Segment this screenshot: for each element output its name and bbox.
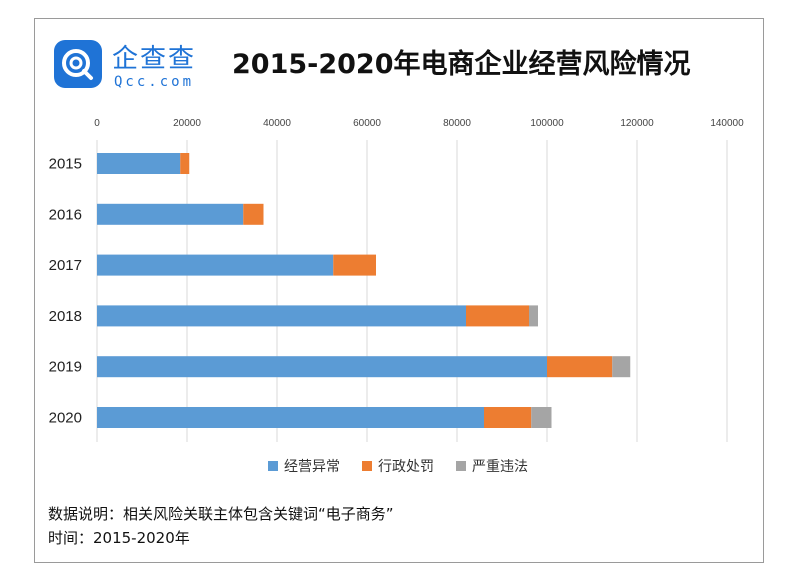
bar-2018-series-1 (466, 305, 529, 327)
qcc-logo: 企查查 Qcc.com (54, 38, 204, 98)
legend-label-1: 行政处罚 (378, 459, 434, 475)
x-tick-label-5: 100000 (530, 118, 564, 129)
y-tick-label-2020: 2020 (49, 410, 82, 427)
bar-2018-series-2 (529, 305, 538, 327)
y-tick-label-2019: 2019 (49, 359, 82, 376)
bar-2020-series-0 (97, 407, 484, 428)
legend-label-2: 严重违法 (472, 459, 528, 475)
bar-2019-series-1 (547, 356, 613, 378)
bar-2020-series-2 (531, 407, 552, 428)
bar-2017-series-0 (97, 254, 334, 276)
bar-2020-series-1 (484, 407, 532, 428)
x-tick-label-4: 80000 (443, 118, 471, 129)
x-tick-label-3: 60000 (353, 118, 381, 129)
logo-chinese-text: 企查查 (112, 44, 197, 74)
bar-2016-series-1 (243, 203, 264, 225)
page-title: 2015-2020年电商企业经营风险情况 (232, 49, 691, 80)
bar-2015-series-1 (180, 153, 190, 174)
y-tick-label-2015: 2015 (49, 156, 82, 173)
bar-2019-series-0 (97, 356, 547, 378)
x-tick-label-7: 140000 (710, 118, 744, 129)
x-tick-label-6: 120000 (620, 118, 654, 129)
y-tick-label-2016: 2016 (49, 206, 82, 223)
bar-2017-series-1 (333, 254, 376, 276)
chart-frame (34, 18, 764, 563)
y-tick-label-2018: 2018 (49, 308, 82, 325)
legend-swatch-2 (456, 461, 466, 471)
qcc-logo-icon (54, 40, 102, 88)
data-note: 数据说明：相关风险关联主体包含关键词“电子商务” (48, 505, 394, 523)
bar-2018-series-0 (97, 305, 466, 327)
x-tick-label-2: 40000 (263, 118, 291, 129)
legend-swatch-1 (362, 461, 372, 471)
x-tick-label-0: 0 (94, 118, 100, 129)
legend-swatch-0 (268, 461, 278, 471)
time-note: 时间：2015-2020年 (48, 529, 190, 547)
logo-english-text: Qcc.com (114, 74, 195, 90)
bar-2016-series-0 (97, 203, 244, 225)
legend-label-0: 经营异常 (284, 459, 340, 475)
y-tick-label-2017: 2017 (49, 257, 82, 274)
legend-item-0: 经营异常 (268, 456, 340, 476)
x-tick-label-1: 20000 (173, 118, 201, 129)
legend-item-2: 严重违法 (456, 456, 528, 476)
legend: 经营异常 行政处罚 严重违法 (268, 456, 528, 476)
legend-item-1: 行政处罚 (362, 456, 434, 476)
bar-2019-series-2 (612, 356, 631, 378)
bar-2015-series-0 (97, 153, 181, 174)
